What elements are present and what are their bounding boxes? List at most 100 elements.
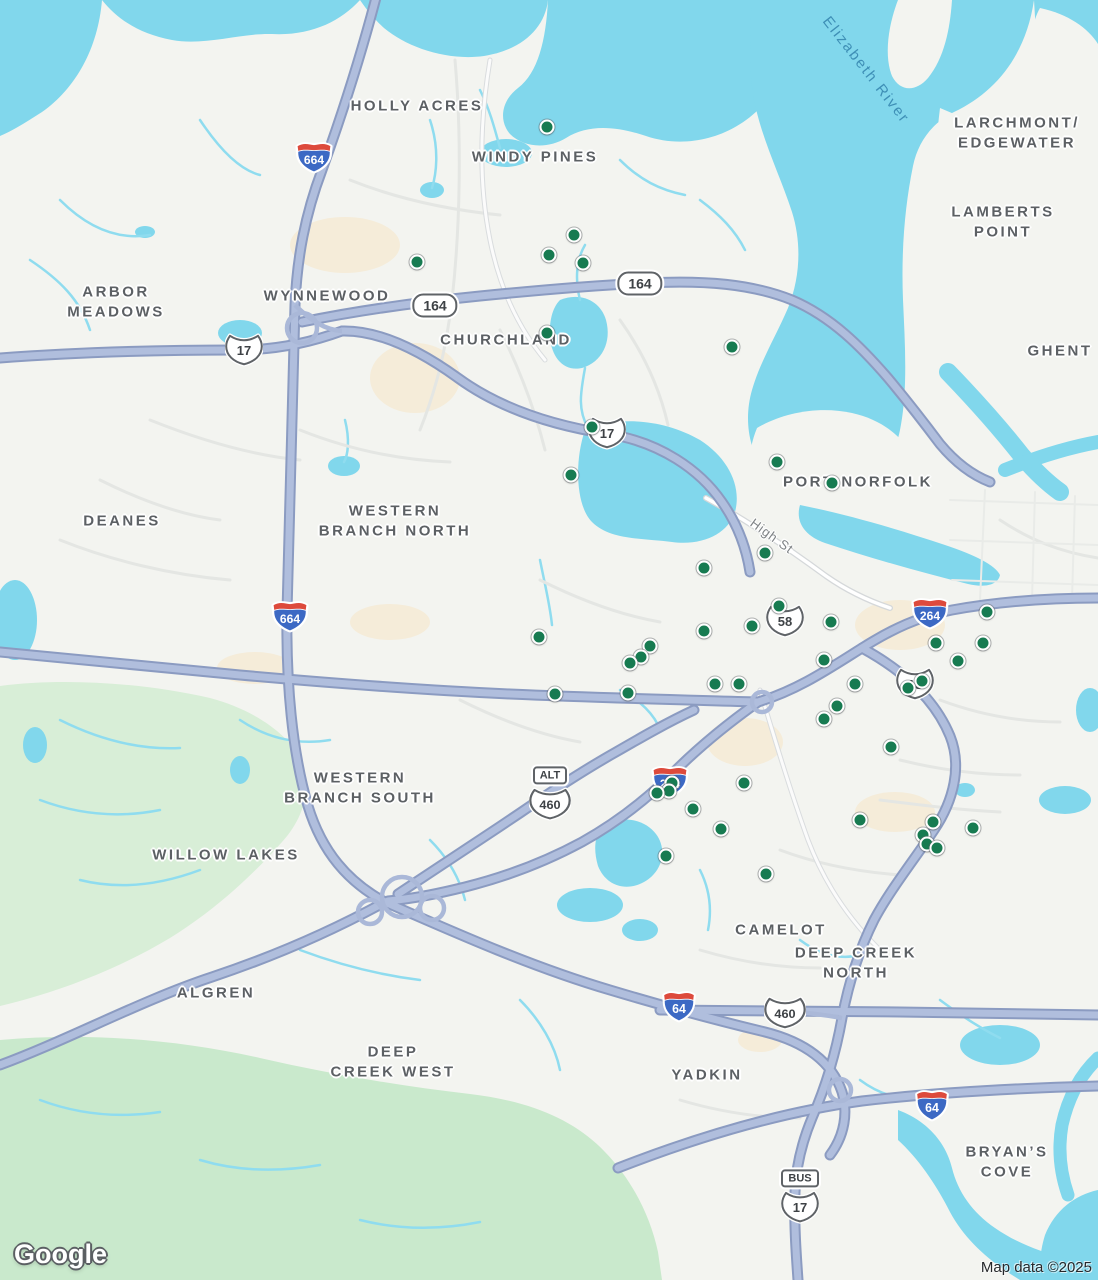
listing-marker[interactable]	[852, 812, 868, 828]
route-shield-bus-17: BUS 17	[781, 1169, 819, 1224]
interstate-shield-icon: 664	[271, 601, 309, 633]
us-route-shield-icon: 460	[764, 996, 806, 1030]
listing-marker[interactable]	[975, 635, 991, 651]
listing-marker[interactable]	[649, 785, 665, 801]
secondary-road-layer	[479, 57, 893, 951]
us-route-shield-icon: 58	[766, 604, 804, 638]
map-attribution: Map data ©2025	[980, 1259, 1092, 1276]
route-number: 17	[237, 343, 251, 358]
listing-marker[interactable]	[658, 848, 674, 864]
place-label-larchmont-edgewater[interactable]: LARCHMONT/ EDGEWATER	[954, 114, 1080, 152]
route-shield-17: 17	[225, 331, 263, 367]
listing-marker[interactable]	[816, 711, 832, 727]
listing-marker[interactable]	[731, 676, 747, 692]
listing-marker[interactable]	[707, 676, 723, 692]
listing-marker[interactable]	[547, 686, 563, 702]
route-banner: ALT	[532, 766, 568, 785]
listing-marker[interactable]	[642, 638, 658, 654]
route-number: 664	[280, 613, 301, 626]
listing-marker[interactable]	[816, 652, 832, 668]
listing-marker[interactable]	[823, 614, 839, 630]
listing-marker[interactable]	[824, 475, 840, 491]
google-logo[interactable]: Google	[14, 1239, 107, 1269]
listing-marker[interactable]	[622, 655, 638, 671]
listing-marker[interactable]	[563, 467, 579, 483]
listing-marker[interactable]	[531, 629, 547, 645]
listing-marker[interactable]	[696, 623, 712, 639]
listing-marker[interactable]	[575, 255, 591, 271]
place-label-port-norfolk[interactable]: PORT NORFOLK	[783, 473, 933, 491]
place-label-bryan-s-cove[interactable]: BRYAN’S COVE	[965, 1143, 1049, 1181]
place-label-holly-acres[interactable]: HOLLY ACRES	[350, 97, 484, 115]
route-number: 17	[793, 1200, 807, 1215]
place-label-camelot[interactable]: CAMELOT	[735, 921, 827, 939]
place-label-ghent[interactable]: GHENT	[1027, 342, 1093, 360]
listing-marker[interactable]	[950, 653, 966, 669]
place-label-western-branch-north[interactable]: WESTERN BRANCH NORTH	[318, 502, 472, 540]
place-label-deep-creek-north[interactable]: DEEP CREEK NORTH	[794, 944, 918, 982]
listing-marker[interactable]	[965, 820, 981, 836]
state-route-pill: 164	[617, 271, 663, 296]
listing-marker[interactable]	[925, 814, 941, 830]
park-layer	[0, 682, 662, 1280]
place-label-lamberts-point[interactable]: LAMBERTS POINT	[951, 203, 1055, 241]
peninsula-layer	[749, 0, 1098, 533]
listing-marker[interactable]	[584, 419, 600, 435]
place-label-yadkin[interactable]: YADKIN	[671, 1066, 743, 1084]
place-label-algren[interactable]: ALGREN	[176, 984, 256, 1002]
route-number: 264	[920, 610, 941, 623]
route-number: 58	[778, 614, 792, 629]
listing-marker[interactable]	[539, 325, 555, 341]
listing-marker[interactable]	[757, 545, 773, 561]
listing-marker[interactable]	[979, 604, 995, 620]
place-label-deanes[interactable]: DEANES	[83, 512, 161, 530]
listing-marker[interactable]	[713, 821, 729, 837]
listing-marker[interactable]	[883, 739, 899, 755]
route-shield-64: 64	[913, 1087, 951, 1122]
listing-marker[interactable]	[928, 635, 944, 651]
interstate-shield-icon: 64	[662, 991, 696, 1023]
route-shield-58: 58	[766, 602, 804, 638]
listing-marker[interactable]	[914, 673, 930, 689]
listing-marker[interactable]	[685, 801, 701, 817]
listing-marker[interactable]	[847, 676, 863, 692]
listing-marker[interactable]	[696, 560, 712, 576]
place-label-windy-pines[interactable]: WINDY PINES	[471, 148, 599, 166]
listing-marker[interactable]	[724, 339, 740, 355]
listing-marker[interactable]	[541, 247, 557, 263]
water-label: Elizabeth River	[819, 13, 913, 127]
place-label-churchland[interactable]: CHURCHLAND	[440, 331, 572, 349]
place-label-willow-lakes[interactable]: WILLOW LAKES	[152, 846, 300, 864]
listing-marker[interactable]	[829, 698, 845, 714]
place-label-western-branch-south[interactable]: WESTERN BRANCH SOUTH	[284, 769, 436, 807]
route-number: 664	[304, 154, 325, 167]
listing-marker[interactable]	[900, 680, 916, 696]
interstate-shield-icon: 64	[915, 1090, 949, 1122]
listing-marker[interactable]	[620, 685, 636, 701]
route-shield-alt-460: ALT 460	[529, 766, 571, 821]
place-label-arbor-meadows[interactable]: ARBOR MEADOWS	[67, 283, 165, 321]
listing-marker[interactable]	[736, 775, 752, 791]
place-label-wynnewood[interactable]: WYNNEWOOD	[263, 287, 391, 305]
listing-marker[interactable]	[929, 840, 945, 856]
listing-marker[interactable]	[539, 119, 555, 135]
listing-marker[interactable]	[758, 866, 774, 882]
listing-marker[interactable]	[769, 454, 785, 470]
route-shield-264: 264	[909, 595, 951, 630]
listing-marker[interactable]	[744, 618, 760, 634]
route-shield-164: 164	[412, 293, 458, 318]
route-number: 460	[539, 798, 560, 811]
water-layer	[0, 0, 1098, 501]
route-banner: BUS	[781, 1169, 819, 1188]
listing-marker[interactable]	[566, 227, 582, 243]
listing-marker[interactable]	[409, 254, 425, 270]
route-shield-460: 460	[764, 994, 806, 1030]
water-channels-layer	[0, 139, 1098, 1280]
route-shield-664: 664	[293, 139, 335, 174]
listing-marker[interactable]	[771, 598, 787, 614]
interstate-shield-icon: 664	[295, 142, 333, 174]
route-shield-64: 64	[660, 988, 698, 1023]
place-label-deep-creek-west[interactable]: DEEP CREEK WEST	[330, 1043, 456, 1081]
